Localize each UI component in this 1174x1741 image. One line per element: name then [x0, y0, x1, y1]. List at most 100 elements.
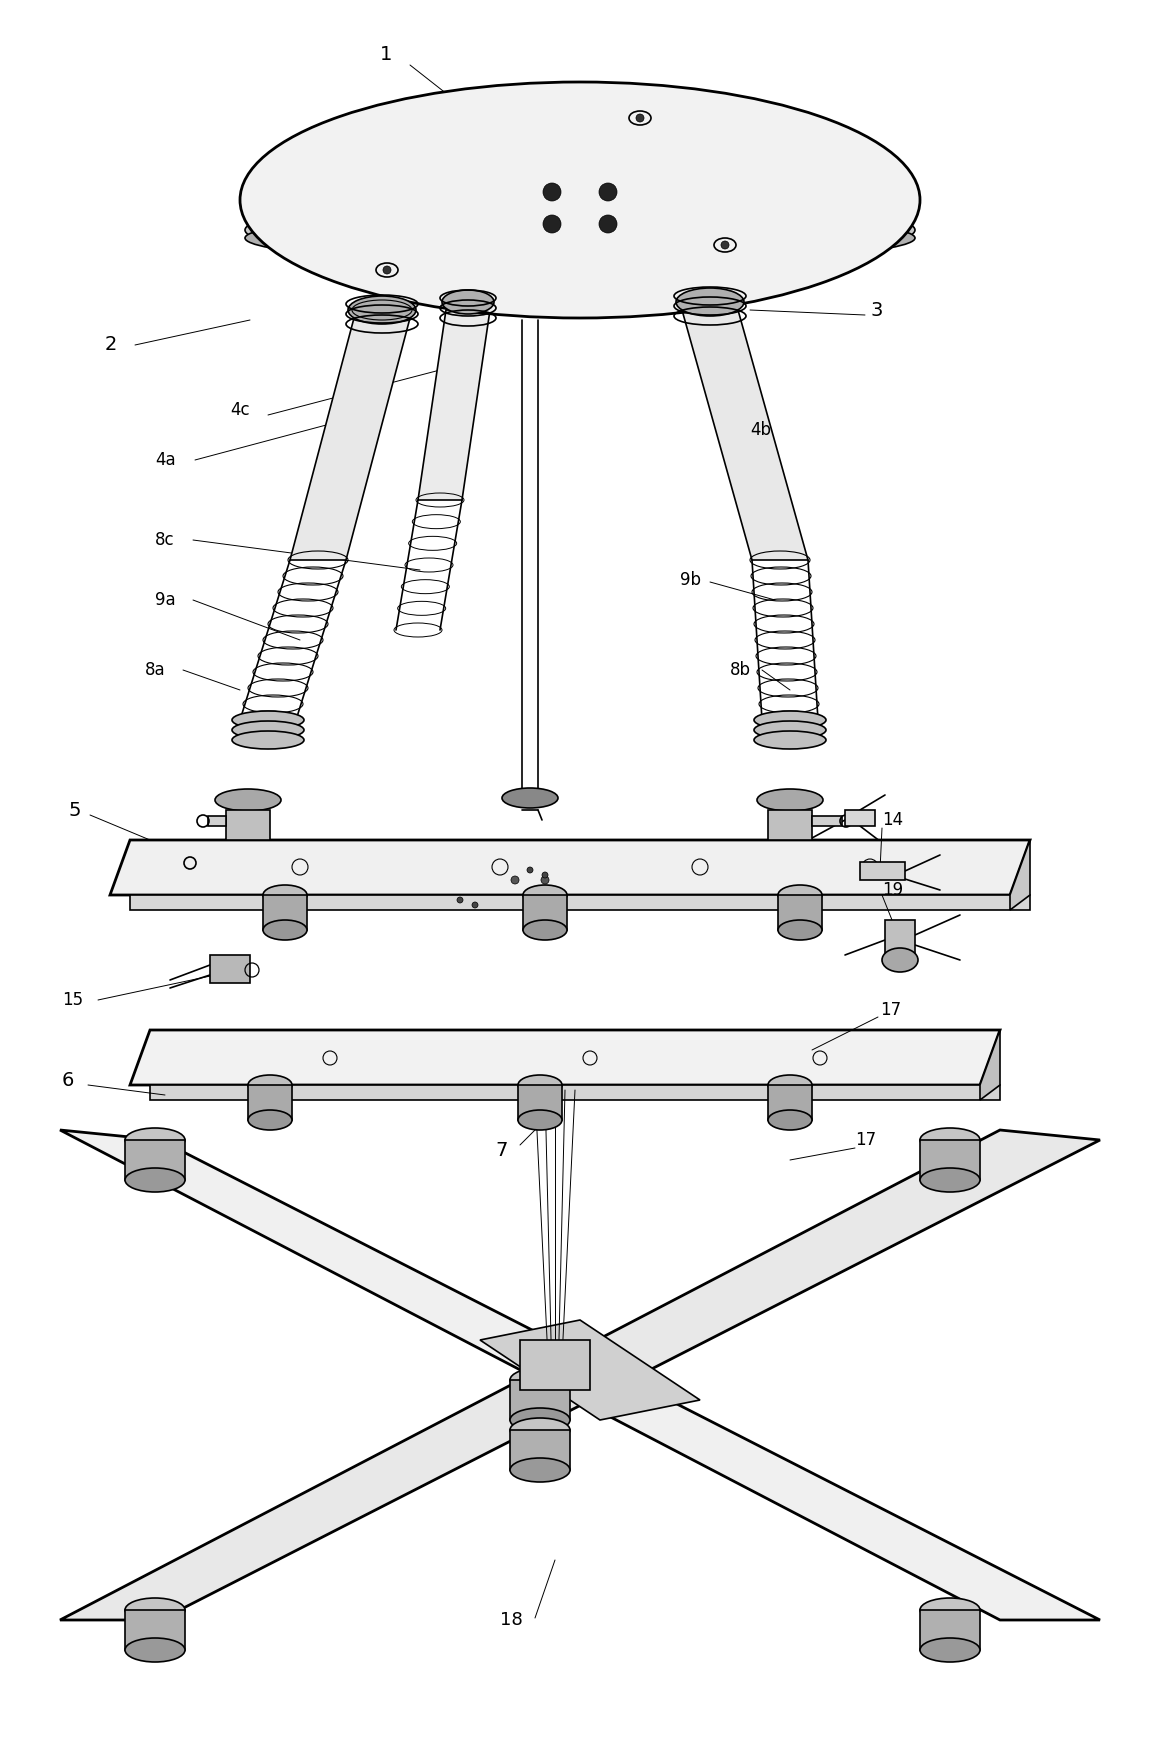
Bar — [920, 1610, 980, 1650]
Bar — [845, 810, 875, 825]
Ellipse shape — [510, 1408, 571, 1433]
Circle shape — [599, 183, 618, 200]
Ellipse shape — [510, 1457, 571, 1482]
Ellipse shape — [124, 1598, 185, 1623]
Ellipse shape — [778, 919, 822, 940]
Circle shape — [542, 872, 548, 877]
Ellipse shape — [232, 731, 304, 749]
Ellipse shape — [768, 1111, 812, 1130]
Circle shape — [472, 902, 478, 909]
Ellipse shape — [245, 197, 915, 263]
Ellipse shape — [522, 884, 567, 905]
Ellipse shape — [757, 789, 823, 811]
Circle shape — [383, 266, 391, 273]
Text: 15: 15 — [62, 991, 83, 1010]
Text: 3: 3 — [870, 301, 883, 320]
Ellipse shape — [920, 1168, 980, 1193]
Ellipse shape — [248, 1074, 292, 1095]
Text: 9b: 9b — [680, 571, 701, 588]
Ellipse shape — [263, 884, 306, 905]
Ellipse shape — [522, 919, 567, 940]
Polygon shape — [980, 1031, 1000, 1100]
Bar — [778, 895, 822, 930]
Ellipse shape — [124, 1168, 185, 1193]
Text: 6: 6 — [62, 1071, 74, 1090]
Bar — [885, 919, 915, 956]
Ellipse shape — [778, 884, 822, 905]
Polygon shape — [130, 1031, 1000, 1085]
Ellipse shape — [239, 82, 920, 319]
Text: 14: 14 — [882, 811, 903, 829]
Text: 19: 19 — [882, 881, 903, 898]
Ellipse shape — [124, 1128, 185, 1153]
Text: 7: 7 — [495, 1140, 507, 1160]
Circle shape — [527, 867, 533, 872]
Polygon shape — [60, 1130, 1100, 1619]
Bar — [210, 956, 250, 984]
Text: 9a: 9a — [155, 590, 176, 609]
Ellipse shape — [882, 949, 918, 971]
Bar — [124, 1140, 185, 1180]
Ellipse shape — [510, 1417, 571, 1442]
Ellipse shape — [920, 1598, 980, 1623]
Circle shape — [599, 214, 618, 233]
Text: 1: 1 — [380, 45, 392, 64]
Ellipse shape — [518, 1111, 562, 1130]
Ellipse shape — [502, 789, 558, 808]
Polygon shape — [60, 1130, 1100, 1619]
Circle shape — [544, 183, 561, 200]
Ellipse shape — [124, 1638, 185, 1663]
Bar — [227, 810, 270, 839]
Ellipse shape — [754, 731, 826, 749]
Circle shape — [721, 240, 729, 249]
Circle shape — [636, 113, 645, 122]
Ellipse shape — [754, 721, 826, 738]
Text: 17: 17 — [880, 1001, 902, 1018]
Bar — [812, 817, 842, 825]
Ellipse shape — [215, 789, 281, 811]
Circle shape — [544, 214, 561, 233]
Ellipse shape — [510, 1368, 571, 1393]
Ellipse shape — [676, 287, 744, 317]
Ellipse shape — [263, 919, 306, 940]
Text: 4b: 4b — [750, 421, 771, 439]
Bar — [510, 1381, 571, 1421]
Ellipse shape — [348, 296, 416, 324]
Bar — [248, 1085, 292, 1119]
Bar — [208, 817, 227, 825]
Ellipse shape — [920, 1128, 980, 1153]
Ellipse shape — [232, 721, 304, 738]
Polygon shape — [130, 895, 1030, 911]
Polygon shape — [150, 1085, 1000, 1100]
Polygon shape — [290, 319, 410, 561]
Ellipse shape — [232, 710, 304, 729]
Text: 5: 5 — [68, 801, 81, 820]
Ellipse shape — [441, 291, 494, 313]
Bar — [510, 1429, 571, 1469]
Text: 8b: 8b — [730, 662, 751, 679]
Bar — [920, 1140, 980, 1180]
Ellipse shape — [754, 710, 826, 729]
Text: 8c: 8c — [155, 531, 175, 548]
Bar — [861, 862, 905, 879]
Bar — [522, 895, 567, 930]
Bar — [263, 895, 306, 930]
Polygon shape — [418, 310, 490, 500]
Text: 2: 2 — [104, 336, 117, 355]
Polygon shape — [1010, 839, 1030, 911]
Ellipse shape — [248, 1111, 292, 1130]
Polygon shape — [110, 839, 1030, 895]
Ellipse shape — [920, 1638, 980, 1663]
Bar — [768, 1085, 812, 1119]
Text: 4c: 4c — [230, 400, 250, 420]
Polygon shape — [480, 1320, 700, 1421]
Bar — [520, 1341, 591, 1389]
Text: 18: 18 — [500, 1610, 522, 1630]
Circle shape — [541, 876, 549, 884]
Polygon shape — [682, 310, 808, 561]
Ellipse shape — [768, 1074, 812, 1095]
Bar — [768, 810, 812, 839]
Bar — [124, 1610, 185, 1650]
Circle shape — [511, 876, 519, 884]
Bar — [518, 1085, 562, 1119]
